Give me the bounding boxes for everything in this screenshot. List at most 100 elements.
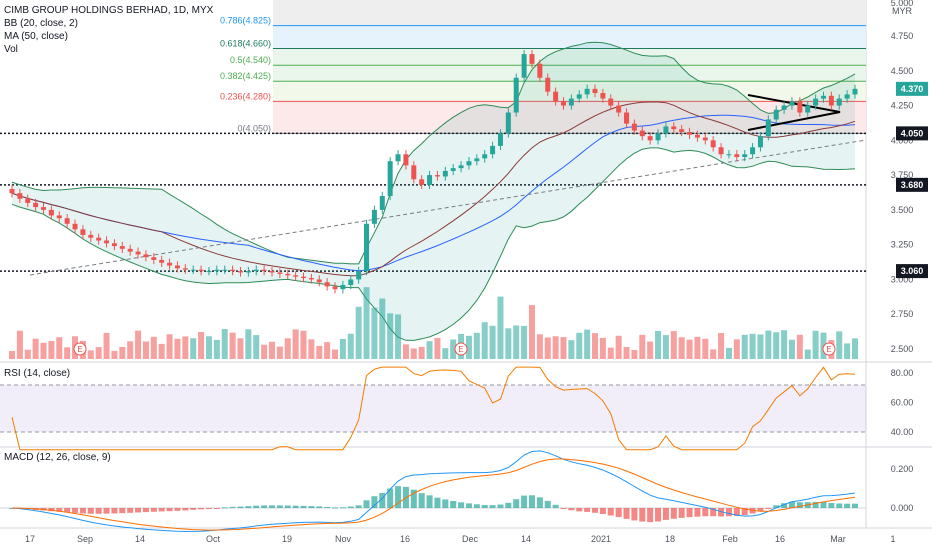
price-tick-label: 4.750 [891, 31, 914, 41]
candle-body [568, 98, 574, 106]
candle-body [647, 136, 653, 141]
volume-bar [87, 350, 94, 359]
currency-label: MYR [892, 6, 913, 16]
candle-body [88, 234, 94, 238]
volume-bar [95, 347, 102, 359]
macd-indicator-label[interactable]: MACD (12, 26, close, 9) [4, 452, 111, 463]
volume-bar [655, 330, 662, 359]
candle-body [631, 123, 637, 131]
triangle-pattern-drawing[interactable] [747, 94, 841, 131]
volume-bar [434, 337, 441, 359]
candle-body [17, 193, 23, 199]
macd-histogram-bar [662, 508, 669, 520]
svg-text:E: E [826, 345, 831, 354]
macd-histogram-bar [686, 508, 693, 518]
volume-bar [56, 337, 63, 359]
volume-bar [615, 335, 622, 359]
volume-bar [40, 342, 47, 359]
macd-histogram-bar [221, 507, 228, 509]
macd-histogram-bar [182, 508, 189, 511]
moving-average-indicator-label[interactable]: MA (50, close) [4, 31, 68, 42]
last-price-box [896, 81, 928, 96]
earnings-marker[interactable] [822, 342, 836, 356]
volume-bar [592, 333, 599, 359]
candle-body [419, 179, 425, 185]
volume-bar [166, 334, 173, 359]
candle-body [245, 271, 251, 273]
macd-histogram-bar [158, 508, 165, 512]
volume-bar [64, 347, 71, 359]
candle-body [434, 175, 440, 177]
macd-histogram-bar [655, 508, 662, 522]
candle-body [521, 54, 527, 78]
macd-histogram-bar [820, 501, 827, 508]
volume-bar [355, 306, 362, 359]
candle-body [608, 98, 614, 106]
candle-body [159, 259, 165, 263]
earnings-marker[interactable] [454, 342, 468, 356]
macd-histogram-bar [332, 507, 339, 509]
volume-bar [150, 336, 157, 359]
candle-body [765, 119, 771, 137]
volume-bar [497, 296, 504, 359]
chart-symbol-title[interactable]: CIMB GROUP HOLDINGS BERHAD, 1D, MYX [4, 5, 214, 16]
candle-body [458, 165, 464, 169]
fibonacci-labels: 0.786(4.825) 0.618(4.660) 0.5(4.540) 0.382(… [220, 16, 271, 134]
volume-bar [607, 347, 614, 359]
candle-body [576, 94, 582, 99]
earnings-markers: E E E [73, 342, 836, 356]
macd-histogram-bar [473, 504, 480, 508]
candle-body [111, 243, 117, 247]
macd-histogram-bar [395, 486, 402, 508]
volume-bar [182, 336, 189, 359]
macd-histogram-bar [198, 508, 205, 510]
time-tick-label: 16 [775, 534, 785, 544]
macd-histogram-bar [718, 508, 725, 517]
macd-histogram-bar [418, 493, 425, 508]
volume-indicator-label[interactable]: Vol [4, 44, 18, 55]
macd-histogram-bar [347, 506, 354, 508]
macd-histogram-bar [150, 508, 157, 512]
rsi-indicator-label[interactable]: RSI (14, close) [4, 368, 70, 379]
candle-body [781, 105, 787, 110]
candle-body [96, 237, 102, 241]
candlesticks [9, 49, 858, 294]
volume-bar [276, 346, 283, 359]
macd-histogram-bar [442, 499, 449, 508]
macd-histogram-bar [781, 503, 788, 508]
time-tick-label: 14 [521, 534, 531, 544]
candle-body [679, 129, 685, 132]
macd-histogram-bar [678, 508, 685, 518]
volume-bars [9, 287, 858, 359]
macd-histogram-bar [773, 505, 780, 508]
macd-histogram-bar [741, 508, 748, 516]
bollinger-indicator-label[interactable]: BB (20, close, 2) [4, 18, 78, 29]
volume-bar [741, 334, 748, 359]
volume-bar [725, 347, 732, 359]
earnings-marker[interactable] [73, 342, 87, 356]
dashed-trendline[interactable] [29, 139, 867, 276]
volume-bar [426, 341, 433, 359]
time-tick-label: Oct [206, 534, 221, 544]
volume-bar [142, 341, 149, 359]
volume-bar [387, 313, 394, 359]
candle-body [592, 88, 598, 94]
volume-bar [371, 307, 378, 359]
candle-body [182, 268, 188, 270]
candle-body [277, 272, 283, 274]
fib-band [273, 81, 866, 102]
candle-body [820, 95, 826, 99]
candle-body [48, 209, 54, 216]
candle-body [450, 168, 456, 171]
fib-band [273, 65, 866, 82]
price-tick-label: 4.250 [891, 101, 914, 111]
macd-histogram-bar [852, 503, 858, 508]
candle-body [340, 285, 346, 290]
candle-body [718, 147, 724, 155]
candle-body [395, 154, 401, 162]
macd-histogram-bar [489, 505, 496, 508]
volume-bar [544, 337, 551, 359]
candle-body [379, 195, 385, 210]
macd-histogram-bar [765, 508, 772, 509]
